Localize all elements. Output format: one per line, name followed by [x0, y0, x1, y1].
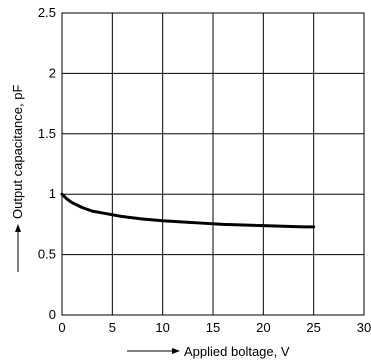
x-axis-arrow-head: [172, 348, 180, 354]
grid: [61, 12, 365, 316]
y-tick-label: 2.5: [38, 5, 56, 20]
x-tick-label: 20: [256, 320, 270, 335]
x-axis-title-group: Applied boltage, V: [127, 344, 290, 359]
y-tick-label: 1: [49, 186, 56, 201]
x-tick-label: 5: [109, 320, 116, 335]
plot-frame: [61, 12, 365, 316]
x-tick-label: 30: [357, 320, 371, 335]
y-axis-arrow-head: [15, 224, 21, 232]
y-tick-label: 1.5: [38, 126, 56, 141]
x-tick-label: 25: [306, 320, 320, 335]
x-axis-label: Applied boltage, V: [184, 344, 290, 359]
y-axis-title-group: Output capacitance, pF: [10, 85, 25, 272]
x-tick-label: 0: [58, 320, 65, 335]
y-tick-labels: 0 0.5 1 1.5 2 2.5: [38, 5, 56, 322]
x-tick-label: 10: [155, 320, 169, 335]
y-tick-label: 0: [49, 307, 56, 322]
x-tick-label: 15: [206, 320, 220, 335]
series-line: [60, 192, 316, 229]
y-tick-label: 2: [49, 65, 56, 80]
y-tick-label: 0.5: [38, 247, 56, 262]
x-tick-labels: 0 5 10 15 20 25 30: [58, 320, 371, 335]
y-axis-label: Output capacitance, pF: [10, 85, 25, 219]
